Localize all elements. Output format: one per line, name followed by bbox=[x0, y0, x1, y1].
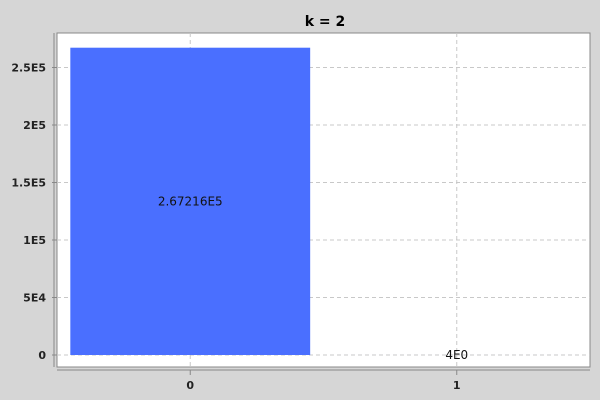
bar-0 bbox=[70, 47, 311, 355]
data-label-0: 2.67216E5 bbox=[158, 194, 223, 208]
data-labels: 2.67216E5 4E0 bbox=[158, 194, 468, 362]
bars bbox=[70, 47, 577, 355]
x-tick-label: 1 bbox=[453, 379, 461, 392]
y-tick-label: 2E5 bbox=[23, 119, 46, 132]
y-tick-label: 5E4 bbox=[23, 292, 46, 305]
data-label-1: 4E0 bbox=[445, 348, 468, 362]
axes: 0 5E4 1E5 1.5E5 2E5 2.5E5 0 1 bbox=[11, 33, 590, 392]
y-tick-label: 2.5E5 bbox=[11, 62, 46, 75]
x-tick-label: 0 bbox=[186, 379, 194, 392]
y-tick-label: 0 bbox=[38, 349, 46, 362]
y-tick-label: 1.5E5 bbox=[11, 177, 46, 190]
y-tick-label: 1E5 bbox=[23, 234, 46, 247]
chart-title: k = 2 bbox=[305, 14, 346, 30]
